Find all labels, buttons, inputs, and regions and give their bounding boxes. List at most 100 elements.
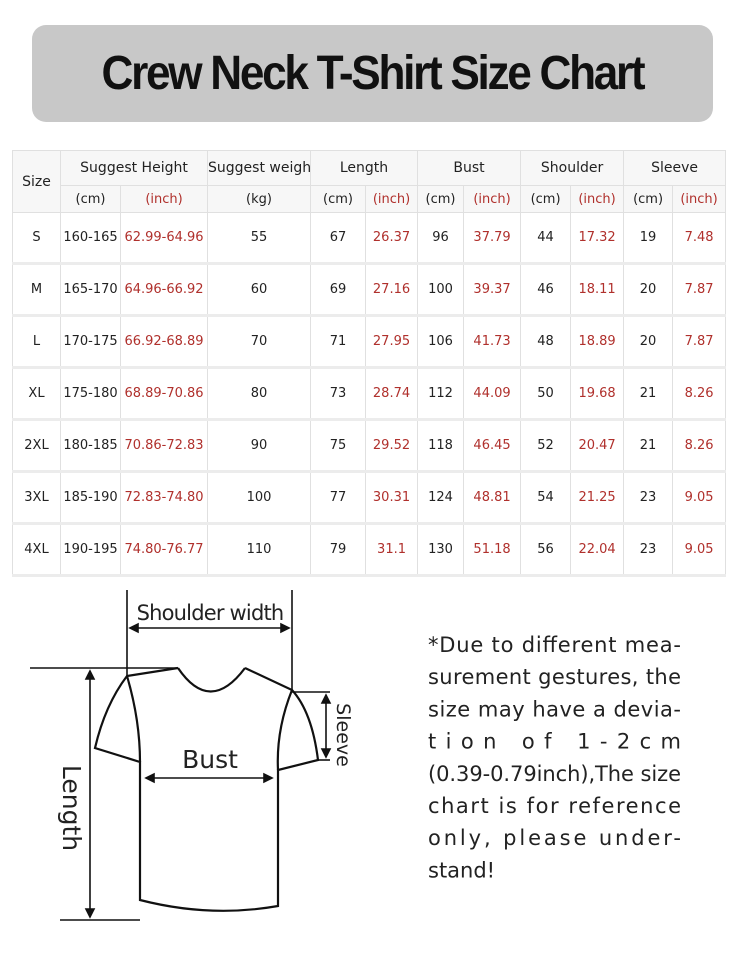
data-row: S 160-165 62.99-64.96 55 67 26.37 96 37.79 44 17.… — [12, 212, 727, 265]
size-cell: XL — [12, 367, 61, 421]
title: Crew Neck T-Shirt Size Chart — [101, 47, 646, 100]
value-cell: 71 — [310, 315, 367, 369]
value-cell: 64.96-66.92 — [119, 263, 209, 317]
value-cell: 19.68 — [570, 367, 625, 421]
size-header: Size — [12, 150, 61, 213]
note: *Due to different mea-surement gestures,… — [428, 633, 681, 882]
value-cell: 20 — [623, 315, 674, 369]
value-cell: 20 — [623, 263, 674, 317]
value-cell: 73 — [310, 367, 367, 421]
value-cell: 124 — [417, 471, 465, 525]
value-cell: 48.81 — [463, 471, 522, 525]
value-cell: 46.45 — [463, 419, 522, 473]
note-line: only, please under- — [428, 826, 681, 850]
collar — [177, 667, 246, 693]
value-cell: 106 — [417, 315, 465, 369]
value-cell: 21 — [623, 367, 674, 421]
data-row: 4XL 190-195 74.80-76.77 110 79 31.1 130 51.18 56… — [12, 523, 727, 577]
value-cell: 30.31 — [365, 471, 419, 525]
note-line: stand! — [428, 858, 495, 882]
size-cell: S — [12, 212, 61, 265]
value-cell: 62.99-64.96 — [119, 212, 209, 265]
size-cell: M — [12, 263, 61, 317]
value-cell: 26.37 — [365, 212, 419, 265]
header-row: Size Suggest Height Suggest weight Length Bu… — [12, 150, 727, 213]
sleeve-seams — [125, 675, 294, 771]
value-cell: 51.18 — [463, 523, 522, 577]
unit-header: (cm) — [417, 185, 465, 213]
group-header: Sleeve — [623, 150, 727, 186]
arrowheads — [144, 772, 274, 784]
value-cell: 60 — [207, 263, 312, 317]
note-line: chart is for reference — [428, 794, 681, 818]
value-cell: 31.1 — [365, 523, 419, 577]
value-cell: 37.79 — [463, 212, 522, 265]
value-cell: 50 — [520, 367, 572, 421]
value-cell: 69 — [310, 263, 367, 317]
value-cell: 70 — [207, 315, 312, 369]
note-line: tion of 1-2cm — [428, 730, 681, 754]
value-cell: 77 — [310, 471, 367, 525]
value-cell: 100 — [207, 471, 312, 525]
value-cell: 70.86-72.83 — [119, 419, 209, 473]
group-header: Shoulder — [520, 150, 625, 186]
size-cell: 4XL — [12, 523, 61, 577]
value-cell: 7.48 — [672, 212, 727, 265]
note-line: *Due to different mea- — [428, 633, 681, 657]
value-cell: 22.04 — [570, 523, 625, 577]
data-row: M 165-170 64.96-66.92 60 69 27.16 100 39.37 46 18… — [12, 263, 727, 317]
value-cell: 21 — [623, 419, 674, 473]
group-header: Suggest Height — [59, 150, 209, 186]
data-row: 3XL 185-190 72.83-74.80 100 77 30.31 124 48.81 5… — [12, 471, 727, 525]
value-cell: 27.95 — [365, 315, 419, 369]
value-cell: 48 — [520, 315, 572, 369]
value-cell: 55 — [207, 212, 312, 265]
unit-header: (cm) — [310, 185, 367, 213]
value-cell: 21.25 — [570, 471, 625, 525]
note-line: surement gestures, the — [428, 665, 681, 689]
unit-header: (inch) — [570, 185, 625, 213]
unit-header: (inch) — [672, 185, 727, 213]
unit-header: (cm) — [520, 185, 572, 213]
value-cell: 27.16 — [365, 263, 419, 317]
arrowheads — [320, 693, 332, 759]
value-cell: 19 — [623, 212, 674, 265]
length-label: Length — [57, 765, 86, 851]
group-header: Bust — [417, 150, 522, 186]
title-box: Crew Neck T-Shirt Size Chart — [32, 25, 713, 122]
value-cell: 185-190 — [60, 471, 121, 525]
value-cell: 100 — [417, 263, 465, 317]
value-cell: 66.92-68.89 — [119, 315, 209, 369]
value-cell: 75 — [310, 419, 367, 473]
value-cell: 68.89-70.86 — [119, 367, 209, 421]
shoulder-label: Shoulder width — [137, 601, 284, 625]
measure-lines — [30, 590, 332, 921]
unit-header: (inch) — [365, 185, 419, 213]
value-cell: 56 — [520, 523, 572, 577]
value-cell: 8.26 — [672, 419, 727, 473]
group-header: Length — [310, 150, 419, 186]
value-cell: 44.09 — [463, 367, 522, 421]
value-cell: 79 — [310, 523, 367, 577]
group-header: Suggest weight — [207, 150, 312, 186]
value-cell: 72.83-74.80 — [119, 471, 209, 525]
value-cell: 41.73 — [463, 315, 522, 369]
note-line: (0.39-0.79inch),The size — [428, 762, 681, 786]
value-cell: 29.52 — [365, 419, 419, 473]
size-cell: 2XL — [12, 419, 61, 473]
value-cell: 175-180 — [60, 367, 121, 421]
value-cell: 180-185 — [60, 419, 121, 473]
value-cell: 130 — [417, 523, 465, 577]
arrowheads — [128, 622, 291, 634]
value-cell: 9.05 — [672, 471, 727, 525]
unit-header: (kg) — [207, 185, 312, 213]
value-cell: 7.87 — [672, 263, 727, 317]
value-cell: 96 — [417, 212, 465, 265]
data-row: XL 175-180 68.89-70.86 80 73 28.74 112 44.09 50 1… — [12, 367, 727, 421]
value-cell: 90 — [207, 419, 312, 473]
note-line: size may have a devia- — [428, 697, 681, 721]
unit-header: (cm) — [623, 185, 674, 213]
value-cell: 9.05 — [672, 523, 727, 577]
